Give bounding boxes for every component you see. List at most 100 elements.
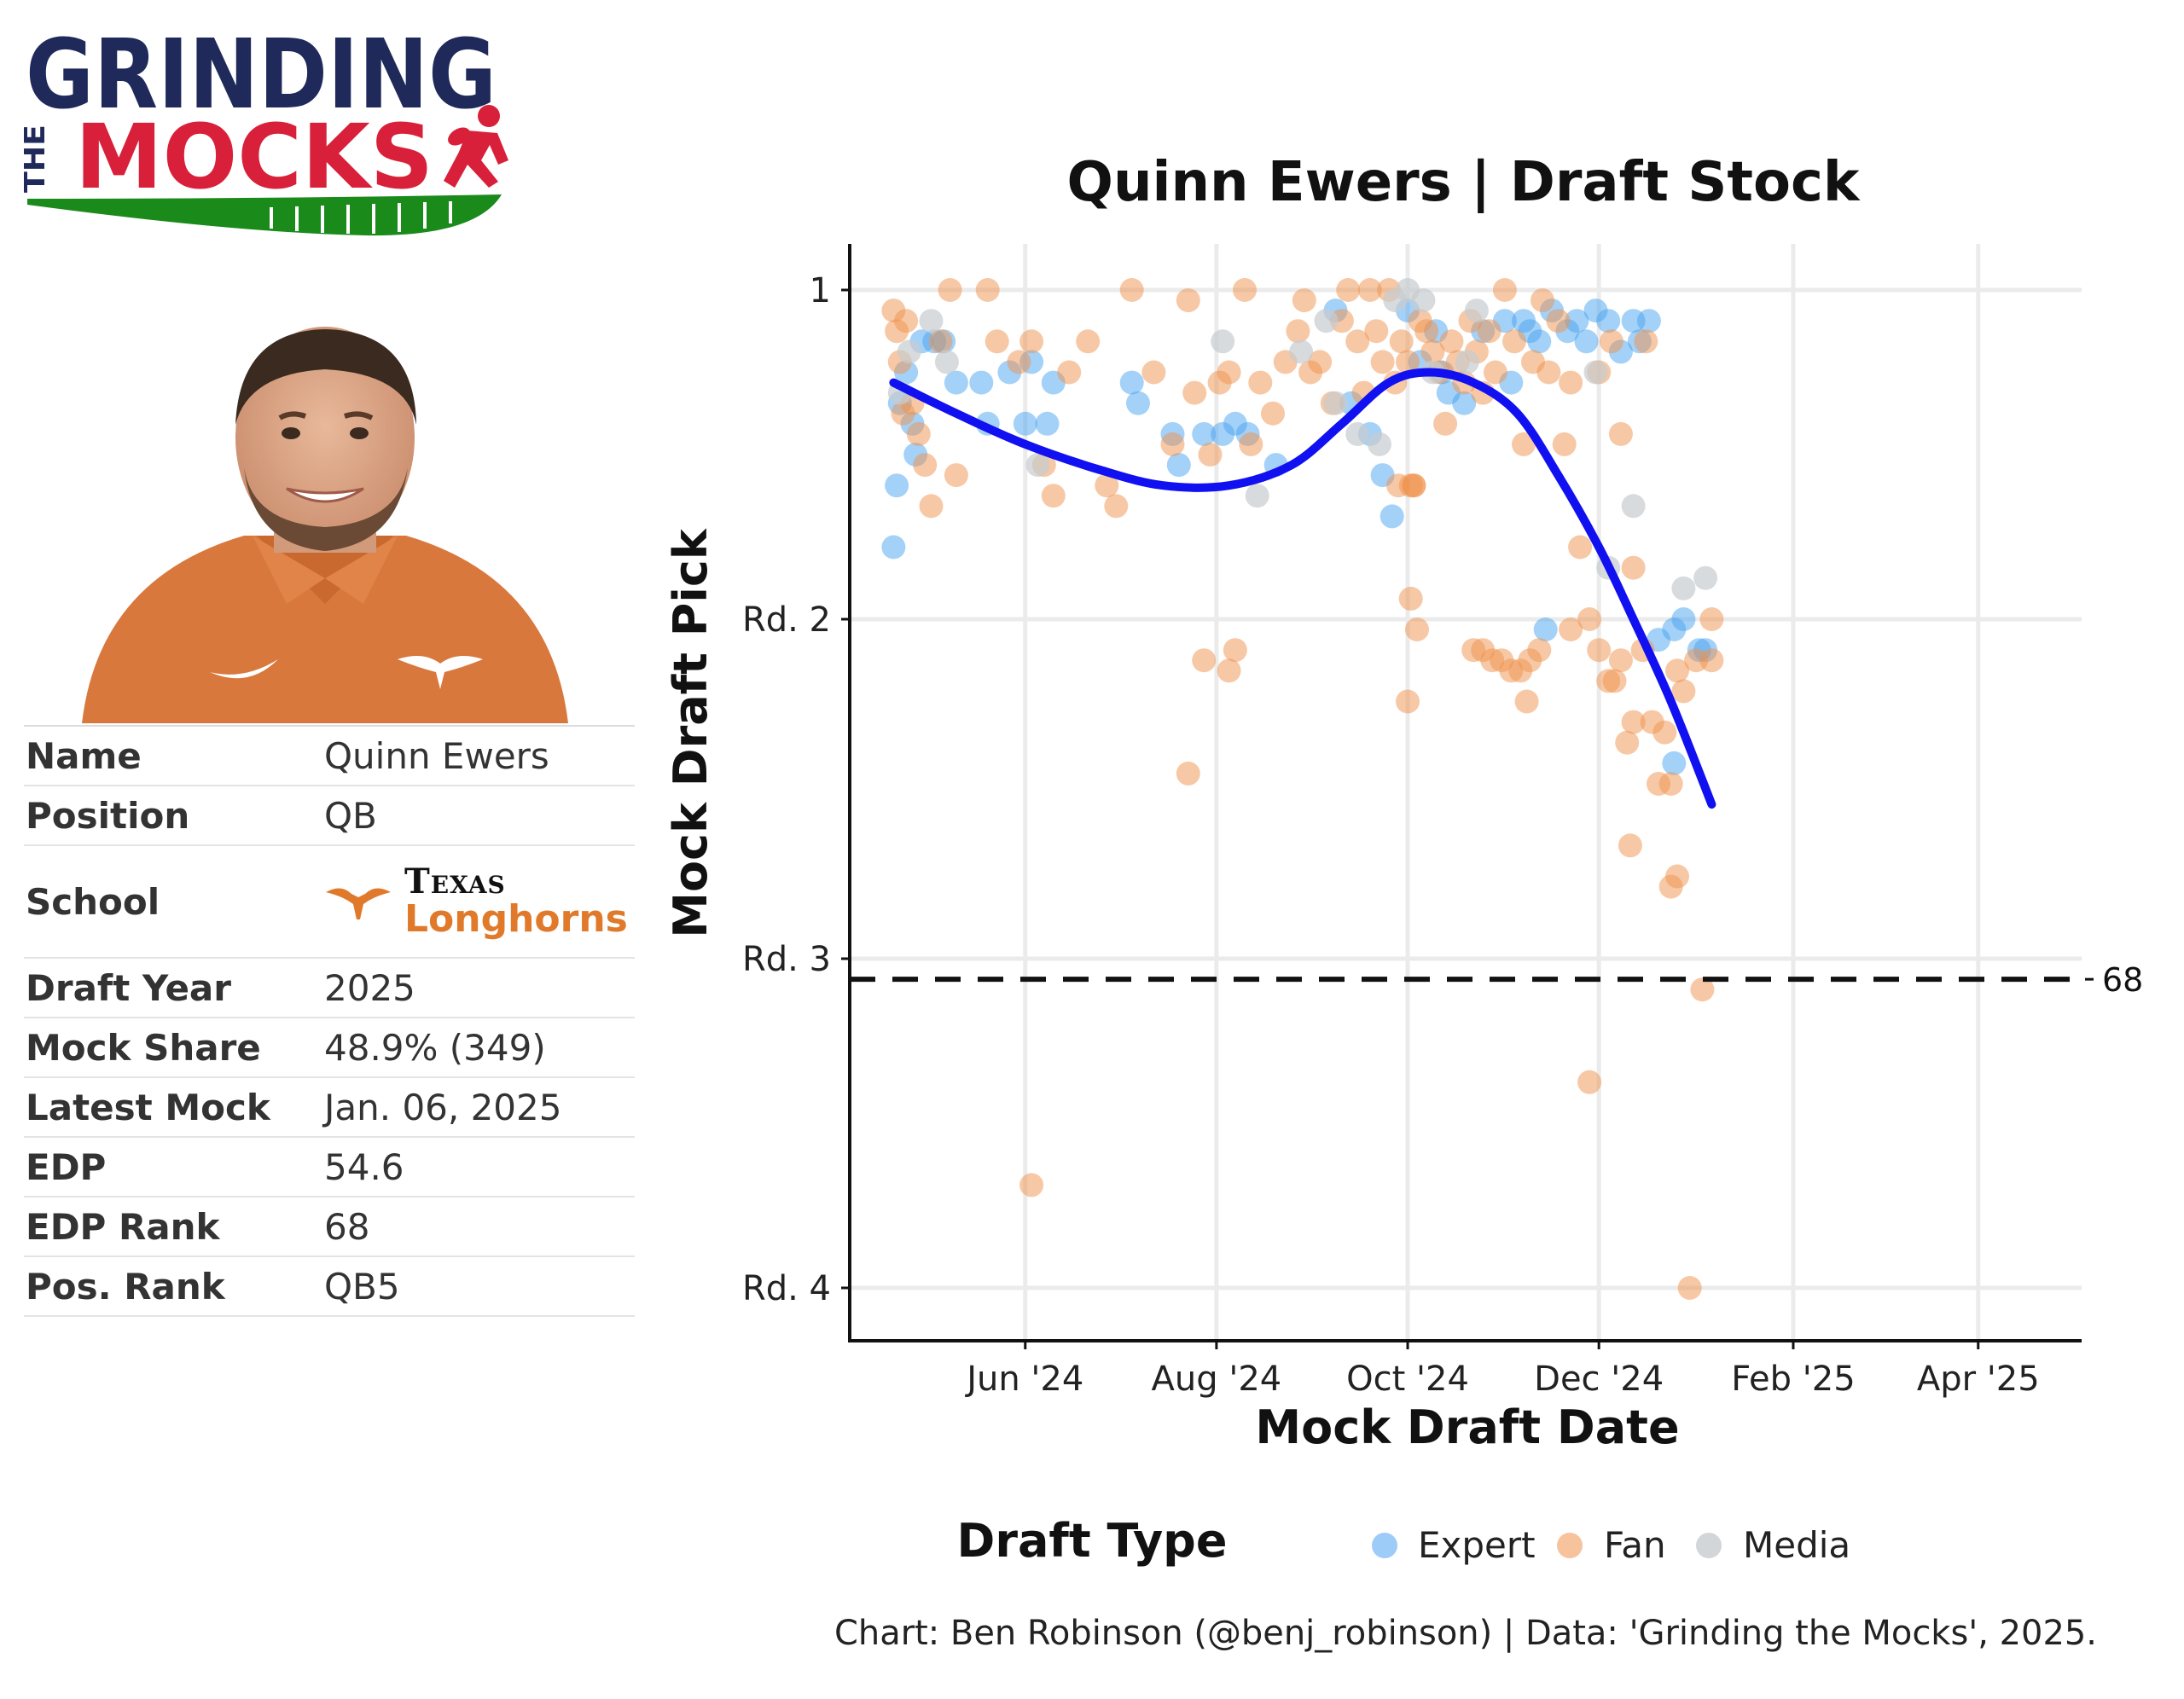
y-tick-label: Rd. 2 — [742, 600, 831, 640]
point-fan — [1699, 607, 1724, 631]
trend-line — [889, 368, 1716, 809]
info-label: School — [26, 880, 160, 923]
point-fan — [894, 309, 919, 333]
point-fan — [1439, 329, 1464, 354]
info-row-edp: EDP 54.6 — [24, 1138, 635, 1197]
y-tick-label: Rd. 3 — [742, 940, 831, 979]
point-fan — [1621, 555, 1646, 580]
legend: Draft Type Expert Fan Media — [957, 1514, 1851, 1568]
point-media — [919, 309, 944, 333]
legend-label: Media — [1743, 1524, 1850, 1566]
point-expert — [1565, 309, 1589, 333]
point-fan — [1370, 350, 1395, 374]
point-expert — [1452, 391, 1477, 415]
point-media — [1693, 565, 1718, 590]
point-fan — [1182, 380, 1207, 405]
logo-line2: MOCKS — [75, 105, 433, 209]
y-tick-label: 1 — [810, 271, 831, 310]
point-fan — [1217, 360, 1241, 385]
point-fan — [1286, 319, 1310, 344]
point-fan — [1512, 432, 1536, 456]
legend-item-expert: Expert — [1372, 1524, 1536, 1566]
point-fan — [1433, 411, 1458, 436]
point-fan — [1176, 288, 1200, 313]
point-fan — [1608, 648, 1633, 673]
point-fan — [1308, 350, 1333, 374]
point-fan — [1599, 329, 1623, 354]
point-fan — [1223, 638, 1247, 663]
point-media — [1455, 350, 1479, 374]
point-media — [1345, 421, 1370, 446]
info-row-edp-rank: EDP Rank 68 — [24, 1197, 635, 1257]
point-fan — [919, 494, 944, 519]
info-value: QB5 — [324, 1265, 400, 1308]
legend-swatch — [1696, 1533, 1722, 1558]
point-fan — [1041, 484, 1066, 508]
chart-caption: Chart: Ben Robinson (@benj_robinson) | D… — [834, 1614, 2097, 1653]
point-fan — [1261, 401, 1285, 426]
point-fan — [1536, 360, 1561, 385]
point-expert — [885, 473, 909, 498]
point-media — [1671, 576, 1696, 600]
grid-lines — [850, 244, 2082, 1341]
chart-title: Quinn Ewers | Draft Stock — [1067, 151, 1861, 214]
point-fan — [913, 453, 938, 478]
point-fan — [1665, 658, 1689, 683]
info-value: Jan. 06, 2025 — [324, 1086, 562, 1128]
info-row-pos-rank: Pos. Rank QB5 — [24, 1257, 635, 1317]
info-row-name: Name Quinn Ewers — [24, 727, 635, 786]
info-value: 54.6 — [324, 1145, 404, 1188]
point-fan — [1336, 278, 1361, 302]
runner-icon — [444, 105, 508, 188]
info-value: QB — [324, 794, 377, 837]
info-label: Latest Mock — [26, 1086, 270, 1128]
player-photo — [82, 327, 568, 723]
point-fan — [1690, 977, 1715, 1002]
longhorn-logo-icon — [326, 888, 391, 919]
point-fan — [1420, 339, 1445, 364]
point-fan — [906, 421, 931, 446]
point-expert — [1119, 370, 1144, 395]
info-value: Quinn Ewers — [324, 734, 549, 777]
draft-stock-chart: Quinn Ewers | Draft Stock 1 Rd. 2 Rd. 3 Rd.… — [664, 151, 2143, 1653]
point-fan — [1552, 432, 1577, 456]
point-fan — [1233, 278, 1257, 302]
info-value: 48.9% (349) — [324, 1026, 546, 1069]
point-fan — [1587, 638, 1612, 663]
school-cell: Texas Longhorns — [324, 863, 628, 939]
point-fan — [1019, 1173, 1044, 1197]
point-media — [1621, 494, 1646, 519]
point-expert — [1662, 751, 1687, 775]
scatter-points — [881, 278, 1724, 1300]
legend-item-media: Media — [1696, 1524, 1850, 1566]
point-fan — [1402, 473, 1426, 498]
point-fan — [1531, 288, 1554, 313]
point-expert — [969, 370, 994, 395]
point-expert — [1533, 618, 1558, 641]
point-fan — [1492, 278, 1517, 302]
point-fan — [1396, 350, 1420, 374]
info-label: Position — [26, 794, 190, 837]
point-fan — [1699, 648, 1724, 673]
point-fan — [1292, 288, 1316, 313]
y-axis-title: Mock Draft Pick — [664, 528, 717, 938]
point-media — [1289, 339, 1314, 364]
point-fan — [1677, 1276, 1702, 1300]
x-tick-label: Oct '24 — [1346, 1360, 1469, 1399]
point-fan — [1559, 370, 1583, 395]
point-fan — [1618, 833, 1642, 858]
point-expert — [1035, 411, 1060, 436]
legend-item-fan: Fan — [1557, 1524, 1666, 1566]
point-expert — [1596, 309, 1621, 333]
x-tick-label: Apr '25 — [1917, 1360, 2040, 1399]
point-fan — [1019, 329, 1044, 354]
info-label: Mock Share — [26, 1026, 261, 1069]
point-expert — [1166, 453, 1191, 478]
point-fan — [1577, 607, 1602, 631]
x-tick-label: Aug '24 — [1152, 1360, 1282, 1399]
point-fan — [1658, 772, 1683, 796]
longhorn-icon — [398, 656, 483, 689]
point-media — [1368, 432, 1391, 456]
point-expert — [1380, 504, 1404, 529]
point-media — [1323, 391, 1348, 415]
